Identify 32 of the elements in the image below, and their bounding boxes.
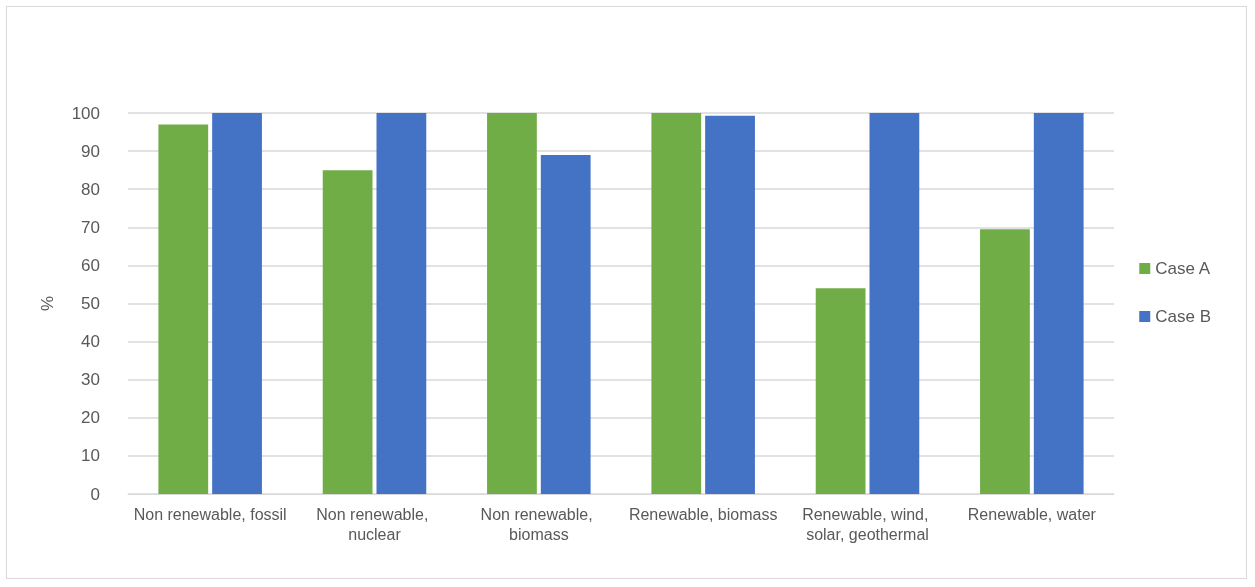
x-tick-label: Non renewable, fossil [133,505,287,523]
y-tick-label: 50 [81,294,100,313]
bar [322,170,373,494]
y-tick-label: 60 [81,255,100,275]
x-tick-label: Non renewable, nuclear [316,505,433,543]
y-axis-title: % [38,295,57,312]
y-tick-label: 30 [81,370,100,390]
bar [980,229,1030,494]
y-tick-label: 100 [71,103,100,123]
y-tick-label: 40 [81,332,100,352]
y-tick-label: 0 [90,484,100,504]
y-tick-label: 80 [81,179,100,199]
bar [815,288,866,494]
bar [540,154,591,494]
bar [487,113,537,494]
bar [869,113,920,494]
bar [651,113,702,494]
x-tick-label: Renewable, water [967,505,1097,523]
legend-label: Case B [1155,307,1211,326]
legend-label: Case A [1155,259,1211,278]
bar [212,113,262,494]
bar [1033,113,1084,494]
y-tick-label: 70 [81,217,100,237]
y-tick-label: 10 [81,446,100,466]
bar [158,124,209,494]
y-tick-label: 90 [81,141,100,161]
bar [376,113,427,494]
x-tick-label: Renewable, wind, solar, geothermal [802,505,933,543]
x-tick-label: Renewable, biomass [628,505,778,523]
y-tick-label: 20 [81,408,100,428]
bar [705,115,755,494]
x-tick-label: Non renewable, biomass [480,505,598,543]
